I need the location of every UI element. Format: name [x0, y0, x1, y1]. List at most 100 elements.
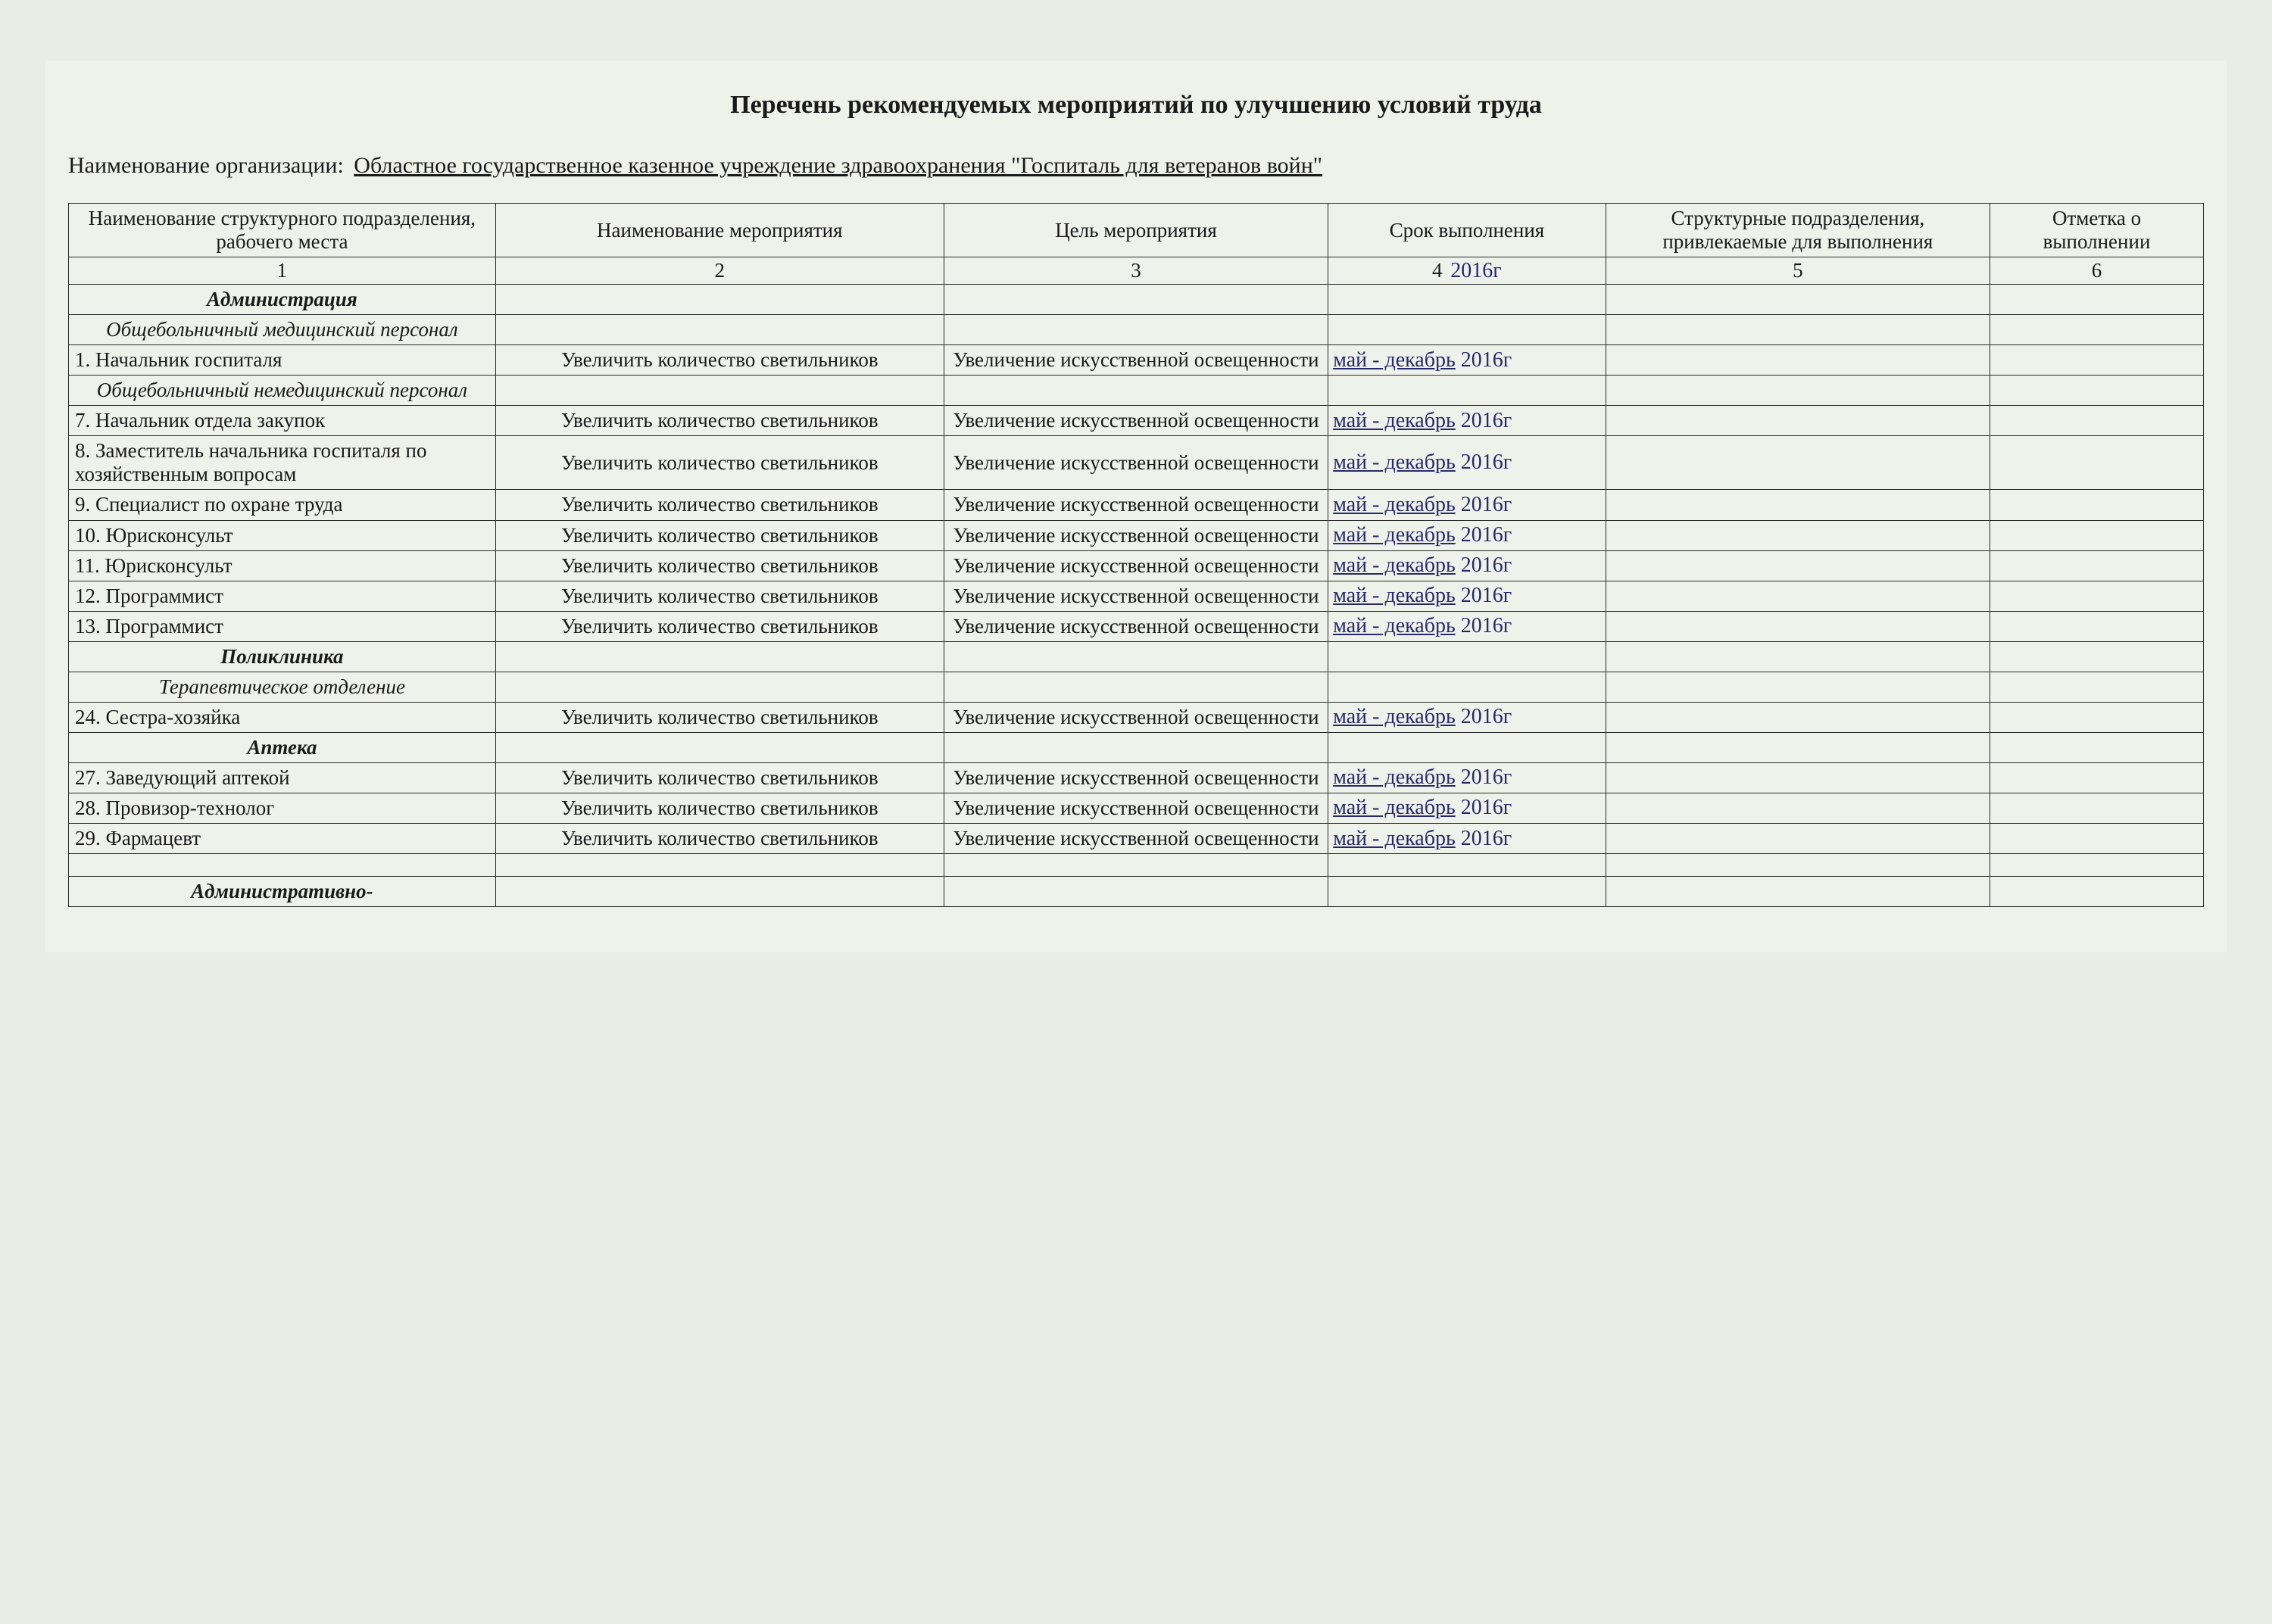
- table-row: 13. ПрограммистУвеличить количество свет…: [69, 611, 2204, 641]
- departments-cell: [1606, 702, 1990, 732]
- number-row: 1 2 3 4 2016г 5 6: [69, 257, 2204, 285]
- section-label: Аптека: [69, 732, 496, 762]
- subsection-label: Терапевтическое отделение: [69, 672, 496, 702]
- header-col-3: Цель мероприятия: [944, 204, 1328, 257]
- table-row: Аптека: [69, 732, 2204, 762]
- activity-cell: Увеличить количество светильников: [495, 611, 944, 641]
- workplace-name: 11. Юрисконсульт: [69, 550, 496, 581]
- completion-cell: [1990, 345, 2204, 376]
- handwritten-year: 2016г: [1456, 796, 1512, 819]
- goal-cell: Увеличение искусственной освещенности: [944, 581, 1328, 611]
- empty-cell: [495, 641, 944, 672]
- handwritten-year: 2016г: [1456, 493, 1512, 516]
- goal-cell: Увеличение искусственной освещенности: [944, 520, 1328, 550]
- empty-cell: [944, 641, 1328, 672]
- handwritten-date: май - декабрь: [1333, 614, 1456, 637]
- empty-cell: [495, 376, 944, 406]
- empty-cell: [1606, 854, 1990, 877]
- empty-cell: [1328, 641, 1606, 672]
- table-row: 12. ПрограммистУвеличить количество свет…: [69, 581, 2204, 611]
- activity-cell: Увеличить количество светильников: [495, 823, 944, 853]
- empty-cell: [495, 285, 944, 315]
- departments-cell: [1606, 793, 1990, 823]
- deadline-handwritten: май - декабрь 2016г: [1328, 611, 1606, 641]
- section-label: Поликлиника: [69, 641, 496, 672]
- empty-cell: [1606, 672, 1990, 702]
- handwritten-date: май - декабрь: [1333, 523, 1456, 547]
- handwritten-year: 2016г: [1456, 409, 1512, 432]
- handwritten-date: май - декабрь: [1333, 765, 1456, 789]
- table-row: Поликлиника: [69, 641, 2204, 672]
- num-1: 1: [69, 257, 496, 285]
- completion-cell: [1990, 406, 2204, 436]
- empty-cell: [944, 315, 1328, 345]
- table-row: 1. Начальник госпиталяУвеличить количест…: [69, 345, 2204, 376]
- goal-cell: Увеличение искусственной освещенности: [944, 345, 1328, 376]
- handwritten-date: май - декабрь: [1333, 553, 1456, 577]
- handwritten-year: 2016г: [1456, 553, 1512, 577]
- empty-cell: [1606, 285, 1990, 315]
- empty-cell: [1606, 877, 1990, 907]
- workplace-name: 27. Заведующий аптекой: [69, 762, 496, 793]
- handwritten-date: май - декабрь: [1333, 409, 1456, 432]
- handwritten-date: май - декабрь: [1333, 493, 1456, 516]
- document-page: Перечень рекомендуемых мероприятий по ул…: [45, 61, 2227, 952]
- completion-cell: [1990, 520, 2204, 550]
- handwritten-year: 2016г: [1456, 765, 1512, 789]
- org-name: Областное государственное казенное учреж…: [349, 153, 1322, 178]
- empty-cell: [1990, 315, 2204, 345]
- handwritten-year-header: 2016г: [1447, 259, 1501, 282]
- completion-cell: [1990, 762, 2204, 793]
- departments-cell: [1606, 490, 1990, 520]
- empty-cell: [1606, 315, 1990, 345]
- handwritten-date: май - декабрь: [1333, 450, 1456, 474]
- section-label: Администрация: [69, 285, 496, 315]
- empty-cell: [495, 732, 944, 762]
- table-row: 28. Провизор-технологУвеличить количеств…: [69, 793, 2204, 823]
- deadline-handwritten: май - декабрь 2016г: [1328, 793, 1606, 823]
- handwritten-year: 2016г: [1456, 584, 1512, 607]
- workplace-name: 29. Фармацевт: [69, 823, 496, 853]
- deadline-handwritten: май - декабрь 2016г: [1328, 581, 1606, 611]
- workplace-name: 13. Программист: [69, 611, 496, 641]
- empty-cell: [1990, 641, 2204, 672]
- empty-cell: [1606, 732, 1990, 762]
- deadline-handwritten: май - декабрь 2016г: [1328, 520, 1606, 550]
- empty-cell: [1606, 641, 1990, 672]
- workplace-name: 12. Программист: [69, 581, 496, 611]
- empty-cell: [1328, 732, 1606, 762]
- table-row: Общебольничный медицинский персонал: [69, 315, 2204, 345]
- goal-cell: Увеличение искусственной освещенности: [944, 823, 1328, 853]
- workplace-name: 1. Начальник госпиталя: [69, 345, 496, 376]
- activity-cell: Увеличить количество светильников: [495, 550, 944, 581]
- activity-cell: Увеличить количество светильников: [495, 345, 944, 376]
- goal-cell: Увеличение искусственной освещенности: [944, 436, 1328, 490]
- empty-cell: [944, 854, 1328, 877]
- empty-cell: [495, 854, 944, 877]
- empty-cell: [495, 877, 944, 907]
- num-5: 5: [1606, 257, 1990, 285]
- empty-cell: [1328, 877, 1606, 907]
- subsection-label: Общебольничный медицинский персонал: [69, 315, 496, 345]
- empty-cell: [1328, 376, 1606, 406]
- completion-cell: [1990, 611, 2204, 641]
- empty-cell: [1328, 854, 1606, 877]
- completion-cell: [1990, 436, 2204, 490]
- empty-cell: [1328, 672, 1606, 702]
- table-row: 8. Заместитель начальника госпиталя по х…: [69, 436, 2204, 490]
- workplace-name: 28. Провизор-технолог: [69, 793, 496, 823]
- doc-title: Перечень рекомендуемых мероприятий по ул…: [68, 91, 2204, 120]
- org-label: Наименование организации:: [68, 153, 344, 178]
- goal-cell: Увеличение искусственной освещенности: [944, 611, 1328, 641]
- departments-cell: [1606, 611, 1990, 641]
- table-row: 24. Сестра-хозяйкаУвеличить количество с…: [69, 702, 2204, 732]
- workplace-name: 8. Заместитель начальника госпиталя по х…: [69, 436, 496, 490]
- handwritten-year: 2016г: [1456, 523, 1512, 547]
- departments-cell: [1606, 436, 1990, 490]
- table-row: 7. Начальник отдела закупокУвеличить кол…: [69, 406, 2204, 436]
- empty-cell: [1990, 285, 2204, 315]
- handwritten-year: 2016г: [1456, 827, 1512, 850]
- empty-cell: [495, 315, 944, 345]
- workplace-name: 24. Сестра-хозяйка: [69, 702, 496, 732]
- header-col-1: Наименование структурного подразделения,…: [69, 204, 496, 257]
